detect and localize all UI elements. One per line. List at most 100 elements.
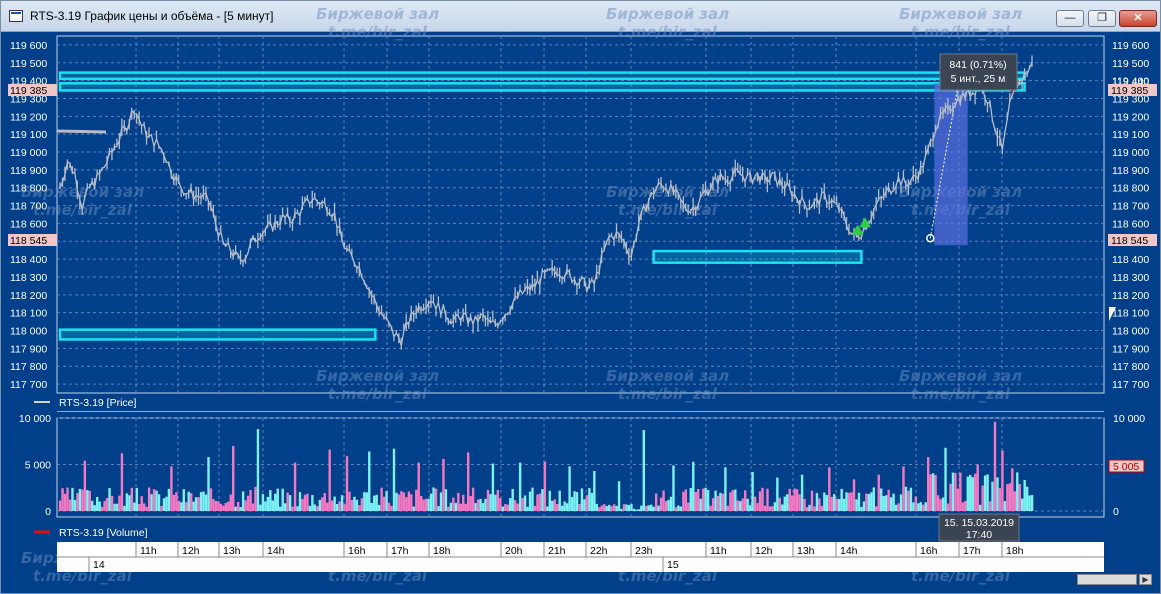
maximize-button[interactable]: ❐ — [1088, 10, 1116, 27]
volume-bar — [743, 490, 747, 511]
price-line — [59, 62, 1033, 347]
volume-bar — [113, 503, 116, 511]
volume-bar — [481, 503, 485, 511]
volume-bar — [457, 492, 460, 511]
title-bar[interactable]: RTS-3.19 График цены и объёма - [5 минут… — [1, 1, 1160, 32]
volume-bar — [105, 498, 109, 511]
volume-bar — [437, 506, 440, 511]
volume-bar — [917, 503, 920, 511]
scroll-right-arrow-icon[interactable]: ▶ — [1139, 574, 1152, 585]
price-tick-label-right: 118 900 — [1112, 165, 1149, 177]
volume-bar — [840, 488, 843, 511]
volume-bar — [390, 505, 393, 511]
volume-bar — [350, 500, 354, 511]
volume-bar — [694, 492, 697, 511]
price-tick-label-left: 118 700 — [10, 201, 47, 213]
volume-bar — [941, 497, 945, 511]
volume-bar — [610, 506, 613, 511]
volume-bar — [684, 489, 688, 511]
volume-bar — [385, 491, 388, 511]
volume-bar — [471, 487, 475, 511]
volume-bar — [810, 490, 814, 511]
volume-bar — [197, 497, 200, 511]
crosshair-label-box — [938, 513, 1020, 542]
volume-bar — [333, 496, 336, 511]
volume-bar — [682, 491, 685, 511]
volume-bar — [177, 500, 181, 511]
volume-bar — [145, 506, 148, 511]
volume-bar — [528, 491, 532, 511]
volume-bar — [150, 494, 153, 511]
volume-bar — [432, 487, 435, 511]
volume-bar — [343, 504, 346, 511]
price-tick-label-left: 119 300 — [10, 93, 47, 105]
volume-bar — [236, 501, 240, 511]
volume-bar — [751, 471, 754, 511]
volume-bar — [959, 472, 962, 511]
volume-bar — [274, 493, 277, 511]
volume-bar — [170, 466, 173, 511]
watermark-link: t.me/bir_zal — [618, 385, 718, 403]
volume-tick-label-right: 0 — [1113, 506, 1119, 518]
volume-bar — [360, 498, 364, 511]
tooltip-line1: 841 (0.71%) — [949, 59, 1006, 71]
volume-bar — [363, 492, 366, 511]
volume-bar — [800, 474, 804, 511]
volume-bar — [479, 498, 482, 511]
volume-bar — [704, 487, 707, 511]
hour-label: 16h — [348, 545, 366, 557]
volume-bar — [1028, 495, 1031, 511]
volume-bar — [912, 502, 915, 511]
volume-bar — [714, 490, 717, 511]
volume-bar — [951, 472, 955, 511]
volume-bar — [73, 499, 77, 511]
volume-bar — [870, 492, 873, 511]
left-price-label-b: 118 545 — [10, 235, 47, 247]
volume-bar — [78, 488, 82, 511]
volume-bar — [133, 502, 136, 511]
volume-legend-label: RTS-3.19 [Volume] — [59, 527, 148, 539]
volume-bar — [880, 488, 883, 511]
volume-bar — [795, 489, 799, 511]
volume-bar — [86, 490, 89, 511]
price-tick-label-left: 118 200 — [10, 290, 47, 302]
volume-bar — [813, 506, 816, 511]
volume-bar — [865, 493, 868, 511]
horizontal-scrollbar[interactable] — [1077, 574, 1137, 585]
price-tick-label-left: 119 100 — [10, 129, 47, 141]
volume-bar — [763, 505, 767, 511]
volume-bar — [716, 495, 720, 511]
volume-bar — [271, 500, 275, 511]
right-price-label-b: 118 545 — [1111, 235, 1148, 247]
volume-bar — [583, 499, 586, 511]
volume-bar — [988, 501, 992, 511]
volume-bar — [894, 504, 898, 511]
volume-bar — [63, 493, 67, 511]
volume-bar — [98, 501, 101, 511]
price-tick-label-left: 117 800 — [10, 361, 47, 373]
volume-bar — [746, 498, 749, 511]
volume-bar — [449, 502, 453, 511]
close-button[interactable]: ✕ — [1119, 10, 1157, 27]
volume-bar — [687, 502, 690, 511]
grid — [56, 35, 1105, 518]
volume-bar — [1025, 486, 1029, 511]
volume-bar — [1001, 450, 1004, 511]
volume-bar — [726, 505, 730, 511]
volume-bar — [308, 505, 312, 511]
volume-bar — [476, 499, 480, 511]
volume-bar — [976, 464, 979, 511]
price-series — [59, 55, 1033, 350]
volume-bar — [650, 504, 653, 511]
volume-bar — [130, 487, 134, 511]
price-tick-label-right: 117 700 — [1112, 379, 1149, 391]
minimize-button[interactable]: — — [1056, 10, 1084, 27]
price-tick-label-right: 118 400 — [1112, 254, 1149, 266]
volume-bar — [162, 498, 166, 511]
volume-bar — [936, 495, 940, 511]
volume-bar — [845, 492, 848, 511]
volume-bar — [781, 504, 784, 511]
volume-bar — [783, 496, 786, 511]
